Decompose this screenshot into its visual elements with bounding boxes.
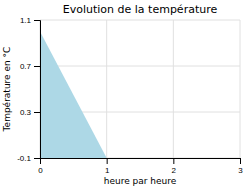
tick: 0.7 <box>20 62 40 71</box>
tick-label: 0.3 <box>20 108 32 117</box>
tick-label: 0.7 <box>20 62 32 71</box>
axis-line <box>41 159 241 165</box>
x-axis: 0 1 2 3 <box>38 158 243 175</box>
tick: 1.1 <box>20 16 40 25</box>
tick: 0.3 <box>20 108 40 117</box>
tick: 3 <box>238 158 243 175</box>
tick-mark <box>34 158 40 159</box>
x-axis-title: heure par heure <box>104 176 177 186</box>
title: Evolution de la température <box>63 3 218 16</box>
y-axis-title: Température en °C <box>2 47 12 133</box>
chart: 0 1 2 3 -0.1 0.3 0.7 1.1 Evolution de la tempéra… <box>0 0 250 188</box>
grid-line-x <box>106 20 107 158</box>
area <box>40 32 107 159</box>
tick: 2 <box>172 158 177 175</box>
tick: -0.1 <box>17 154 40 163</box>
tick-label: 0 <box>38 166 43 175</box>
grid-line-y <box>40 20 240 21</box>
axis-line <box>34 21 41 159</box>
marks <box>40 32 107 159</box>
grid-line-x <box>173 20 174 158</box>
plot: 0 1 2 3 -0.1 0.3 0.7 1.1 <box>17 16 243 175</box>
tick-label: 2 <box>172 166 177 175</box>
y-axis: -0.1 0.3 0.7 1.1 <box>17 16 40 163</box>
tick-mark <box>173 158 174 164</box>
tick-label: -0.1 <box>17 154 31 163</box>
tick-mark <box>107 158 108 164</box>
tick-label: 1 <box>105 166 110 175</box>
tick-label: 3 <box>238 166 243 175</box>
grid-line-y <box>40 66 240 67</box>
tick-mark <box>34 112 40 113</box>
tick: 0 <box>38 158 43 175</box>
tick-mark <box>240 158 241 164</box>
tick-label: 1.1 <box>20 16 32 25</box>
grid <box>40 20 240 158</box>
grid-line-x <box>240 20 241 158</box>
tick-mark <box>34 66 40 67</box>
tick: 1 <box>105 158 110 175</box>
tick-mark <box>34 20 40 21</box>
